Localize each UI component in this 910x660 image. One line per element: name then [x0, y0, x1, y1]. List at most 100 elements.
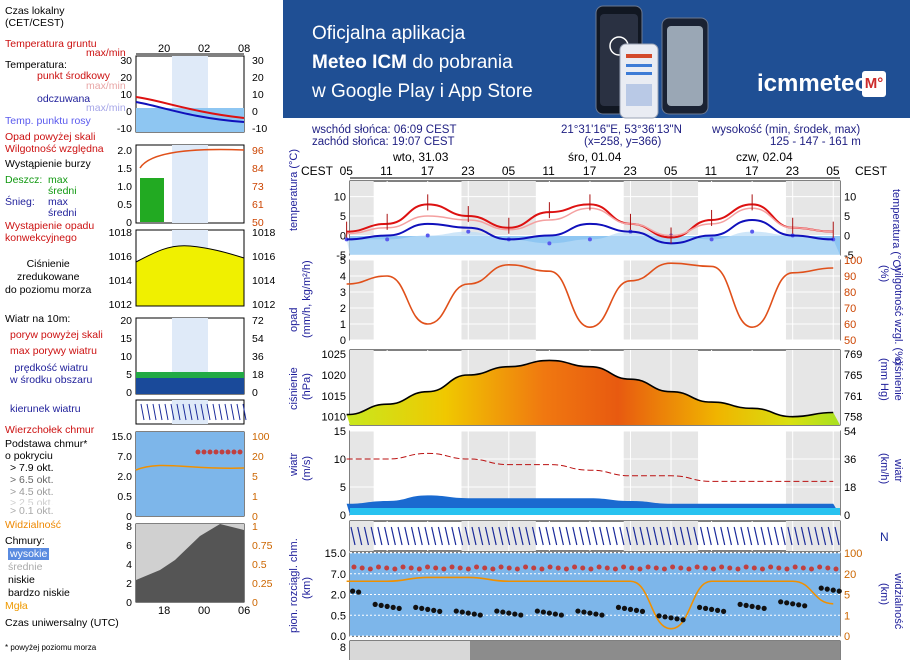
- legend-base-tick: 0: [126, 511, 132, 523]
- pressure-ylabel-r2: ciśnienie: [892, 358, 904, 401]
- wind-arrow: [444, 526, 450, 546]
- legend-hum-tick: 96: [252, 145, 264, 157]
- legend-temperature: Temperatura:: [5, 59, 67, 71]
- cloud-base-marker: [477, 612, 483, 618]
- legend-temp-tick-r: 10: [252, 89, 264, 101]
- dew-point-marker: [547, 241, 552, 246]
- cloud-base-marker: [674, 616, 680, 622]
- wind-arrow: [410, 526, 417, 546]
- legend-feels-line: [135, 101, 245, 123]
- legend-pressure-tick-r: 1018: [252, 227, 276, 239]
- wind-arrow: [820, 526, 827, 546]
- wind-arrow: [404, 526, 410, 546]
- cloud-top-marker: [808, 566, 814, 572]
- legend-ground-temp-mm: max/min: [86, 47, 126, 59]
- wind-tick: 5: [340, 482, 346, 494]
- legend-time-tick: 20: [158, 43, 170, 55]
- wind-ylabel-2: (m/s): [301, 456, 313, 481]
- cloud-top-marker: [416, 566, 422, 572]
- night-band: [350, 350, 374, 425]
- hour-label: 17: [583, 164, 597, 178]
- cloud-base-marker: [621, 605, 628, 611]
- sunrise-text: wschód słońca: 06:09 CEST: [312, 124, 457, 136]
- hour-label: 05: [502, 164, 516, 178]
- wind-tick-r: 18: [844, 482, 856, 494]
- wind-arrow: [834, 526, 840, 546]
- wind-arrow: [384, 526, 390, 546]
- wind-arrow: [578, 526, 585, 546]
- legend-temp-tick: 0: [126, 106, 132, 118]
- pressure-tick: 1020: [322, 370, 346, 382]
- cloud-base-marker: [512, 611, 518, 617]
- humidity-tick: 50: [844, 335, 856, 347]
- temp-ylabel-r: temperatura (°C): [890, 189, 902, 271]
- legend-cloud-verylow: bardzo niskie: [8, 587, 70, 599]
- legend-rain-bars: [140, 178, 164, 222]
- cloud-base-tick: 15.0: [325, 548, 346, 560]
- cloud-top-marker: [776, 565, 782, 571]
- legend-pressure-tick: 1016: [109, 251, 133, 263]
- wind-arrow: [814, 526, 820, 546]
- cloud-top-marker: [523, 564, 529, 570]
- cloud-top-marker: [531, 565, 537, 571]
- cloud-top-marker: [539, 566, 545, 572]
- legend-okt-2: > 6.5 okt.: [10, 474, 54, 486]
- wind-arrow: [626, 526, 632, 546]
- cloud-base-marker: [802, 603, 808, 609]
- legend-wind-arrow: [146, 403, 151, 421]
- wind-arrow: [565, 526, 571, 546]
- humidity-ylabel-2: wilgotność wzgl. (%): [892, 264, 904, 365]
- wind-arrow: [484, 526, 491, 546]
- legend-rain-tick: 1.5: [117, 163, 132, 175]
- legend-hum-tick: 61: [252, 199, 264, 211]
- wind-arrow: [652, 526, 659, 546]
- legend-time-tick: 02: [198, 43, 210, 55]
- wind-arrow: [471, 526, 477, 546]
- cloud-top-marker: [563, 566, 569, 572]
- temp-tick-r: 10: [844, 192, 856, 204]
- legend-base-tick: 2.0: [117, 471, 132, 483]
- legend-base-tick: 7.0: [117, 451, 132, 463]
- cloud-base-marker: [749, 603, 755, 609]
- banner-line-2: Meteo ICM do pobrania: [312, 52, 513, 73]
- cloud-base-marker: [419, 605, 425, 611]
- cloud-cover-tick: 8: [340, 642, 346, 654]
- legend-wind-tick: 5: [126, 369, 132, 381]
- cloud-top-marker: [629, 565, 635, 571]
- cloud-base-marker: [465, 610, 471, 616]
- legend-cloud-tick-r: 0.75: [252, 540, 273, 552]
- legend-hum-tick: 84: [252, 163, 264, 175]
- cloud-base-marker: [425, 606, 431, 612]
- wind-tick: 15: [334, 426, 346, 438]
- pressure-area: [346, 360, 840, 425]
- legend-wind-tick-r: 54: [252, 333, 264, 345]
- legend-wind-arrow: [182, 403, 187, 421]
- wind-arrow: [464, 526, 470, 546]
- legend-vis-tick: 5: [252, 471, 258, 483]
- cloud-base-marker: [836, 588, 842, 594]
- cloud-top-marker: [400, 564, 406, 570]
- wind-arrow: [538, 526, 544, 546]
- legend-max-min: max/min: [86, 80, 126, 92]
- cloud-base-marker: [350, 588, 356, 594]
- legend-cloud-top-marker: [213, 449, 219, 455]
- legend-hum-tick: 50: [252, 217, 264, 229]
- wind-arrow: [478, 526, 484, 546]
- cloud-top-marker: [612, 566, 618, 572]
- wind-arrow: [827, 526, 833, 546]
- feels-like-line: [346, 218, 834, 245]
- temp-tick: 0: [340, 231, 346, 243]
- icmmeteo-logo[interactable]: icmmeteo: [757, 70, 870, 97]
- night-band: [350, 431, 374, 515]
- wind-arrow: [733, 526, 739, 546]
- precip-ylabel: opad: [288, 308, 300, 332]
- cloud-top-marker: [825, 565, 831, 571]
- cloud-top-marker: [408, 565, 414, 571]
- banner-text[interactable]: Oficjalna aplikacja Meteo ICM do pobrani…: [312, 19, 533, 106]
- night-band: [785, 431, 840, 515]
- wind-arrow: [659, 526, 665, 546]
- dew-point-marker: [466, 229, 471, 234]
- hour-label: 05: [826, 164, 840, 178]
- legend-wind-arrow: [170, 403, 175, 421]
- visibility-tick: 5: [844, 590, 850, 602]
